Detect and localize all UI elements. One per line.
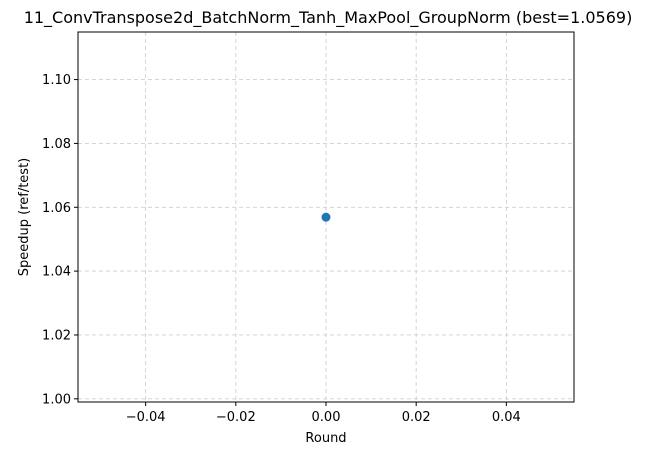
axis-ticks: −0.04 −0.02 0.00 0.02 0.04 1.00 1.02 1.04 1.06 1.… — [42, 73, 521, 425]
x-tick-label: −0.04 — [126, 410, 166, 425]
y-tick-label: 1.02 — [42, 328, 71, 343]
y-tick-label: 1.04 — [42, 265, 71, 280]
x-tick-label: 0.04 — [492, 410, 521, 425]
chart-title: 11_ConvTranspose2d_BatchNorm_Tanh_MaxPoo… — [24, 8, 633, 28]
y-tick-label: 1.06 — [42, 201, 71, 216]
data-point — [321, 212, 331, 222]
y-tick-label: 1.10 — [42, 73, 71, 88]
plot-markers — [321, 212, 331, 222]
y-tick-label: 1.00 — [42, 392, 71, 407]
y-tick-label: 1.08 — [42, 137, 71, 152]
x-tick-label: −0.02 — [216, 410, 256, 425]
x-tick-label: 0.02 — [402, 410, 431, 425]
x-tick-label: 0.00 — [312, 410, 341, 425]
x-axis-label: Round — [305, 431, 346, 446]
y-axis-label: Speedup (ref/test) — [17, 158, 32, 277]
